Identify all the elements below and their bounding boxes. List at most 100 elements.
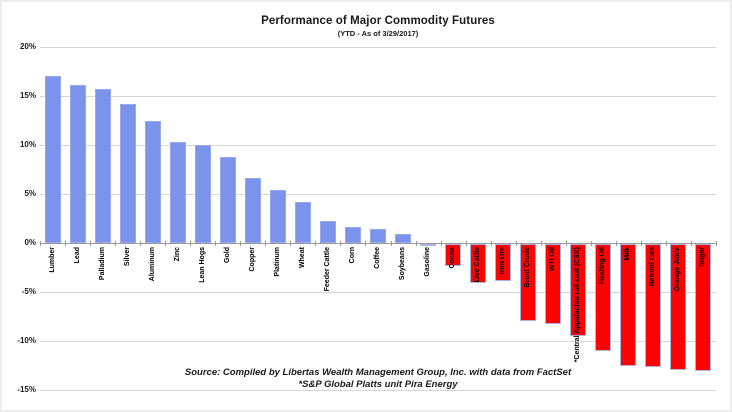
- bar: [345, 227, 361, 243]
- bar: [545, 244, 561, 324]
- category-label: Cocoa: [449, 247, 456, 269]
- gridline: [40, 47, 716, 48]
- bar: [120, 104, 136, 243]
- category-label: Lumber: [49, 247, 56, 273]
- category-label: Platinum: [274, 247, 281, 277]
- axis-tick: [591, 241, 592, 246]
- bar: [620, 244, 636, 366]
- axis-tick: [416, 241, 417, 246]
- axis-tick: [616, 241, 617, 246]
- axis-tick: [365, 241, 366, 246]
- axis-tick: [240, 241, 241, 246]
- category-label: Silver: [124, 247, 131, 267]
- bar: [695, 244, 711, 371]
- category-label: Corn: [349, 247, 356, 264]
- bar: [645, 244, 661, 367]
- category-label: Gold: [224, 247, 231, 263]
- axis-tick: [666, 241, 667, 246]
- gridline: [40, 145, 716, 146]
- axis-tick: [90, 241, 91, 246]
- chart-title: Performance of Major Commodity Futures: [261, 15, 495, 27]
- source-footnote: *S&P Global Platts unit Pira Energy: [298, 379, 458, 390]
- bar: [220, 157, 236, 243]
- axis-tick: [691, 241, 692, 246]
- bar: [670, 244, 686, 370]
- category-label: WTI Oil: [549, 247, 556, 272]
- chart-subtitle: (YTD - As of 3/29/2017): [337, 29, 419, 38]
- bar: [570, 244, 586, 336]
- axis-tick: [165, 241, 166, 246]
- axis-tick: [716, 241, 717, 246]
- bar: [170, 142, 186, 243]
- category-label: Heating Oil: [599, 247, 606, 284]
- category-label: Sugar: [699, 247, 706, 267]
- category-label: Aluminum: [149, 247, 156, 282]
- category-label: Lead: [74, 247, 81, 264]
- bar: [320, 221, 336, 243]
- bar: [395, 234, 411, 243]
- bar: [520, 244, 536, 321]
- axis-tick: [441, 241, 442, 246]
- bar: [295, 202, 311, 243]
- bar: [370, 229, 386, 243]
- category-label: *Central Appalachia rail coal (CSX): [574, 247, 581, 363]
- category-label: Zinc: [174, 247, 181, 262]
- category-label: Milk: [624, 247, 631, 261]
- category-label: Feeder Cattle: [324, 247, 331, 292]
- bar: [245, 178, 261, 243]
- axis-tick: [516, 241, 517, 246]
- gridline: [40, 390, 716, 391]
- y-axis-tick-label: 5%: [24, 189, 36, 198]
- bar: [420, 244, 436, 246]
- y-axis-tick-label: 20%: [19, 42, 36, 51]
- category-label: Wheat: [299, 247, 306, 268]
- y-axis-tick-label: -5%: [21, 287, 36, 296]
- axis-tick: [65, 241, 66, 246]
- axis-tick: [140, 241, 141, 246]
- category-label: Soybeans: [399, 247, 406, 281]
- axis-tick: [40, 241, 41, 246]
- category-label: Live Cattle: [474, 247, 481, 283]
- axis-tick: [315, 241, 316, 246]
- bar: [445, 244, 461, 266]
- bar: [270, 190, 286, 243]
- axis-tick: [115, 241, 116, 246]
- bar: [470, 244, 486, 283]
- category-label: Iron Ore: [499, 247, 506, 275]
- axis-tick: [265, 241, 266, 246]
- category-label: Palladium: [99, 247, 106, 281]
- category-label: Coffee: [374, 247, 381, 269]
- bar: [495, 244, 511, 281]
- gridline: [40, 292, 716, 293]
- y-axis-tick-label: 10%: [19, 140, 36, 149]
- category-label: Gasoline: [424, 247, 431, 277]
- bar: [195, 145, 211, 243]
- axis-tick: [340, 241, 341, 246]
- y-axis-tick-label: -15%: [17, 385, 36, 394]
- category-label: Orange Juice: [674, 247, 681, 292]
- y-axis-tick-label: 0%: [24, 238, 36, 247]
- axis-tick: [290, 241, 291, 246]
- axis-tick: [566, 241, 567, 246]
- axis-tick: [190, 241, 191, 246]
- axis-tick: [541, 241, 542, 246]
- source-attribution: Source: Compiled by Libertas Wealth Mana…: [184, 367, 572, 378]
- gridline: [40, 96, 716, 97]
- axis-tick: [641, 241, 642, 246]
- category-label: Brent Crude: [524, 247, 531, 288]
- axis-tick: [391, 241, 392, 246]
- bar: [595, 244, 611, 351]
- category-label: Lean Hogs: [199, 247, 206, 283]
- bar: [45, 76, 61, 243]
- category-label: Copper: [249, 247, 256, 272]
- y-axis-tick-label: -10%: [17, 336, 36, 345]
- gridline: [40, 194, 716, 195]
- bar: [70, 85, 86, 243]
- y-axis-tick-label: 15%: [19, 91, 36, 100]
- bar: [95, 89, 111, 243]
- gridline: [40, 341, 716, 342]
- axis-tick: [491, 241, 492, 246]
- axis-tick: [466, 241, 467, 246]
